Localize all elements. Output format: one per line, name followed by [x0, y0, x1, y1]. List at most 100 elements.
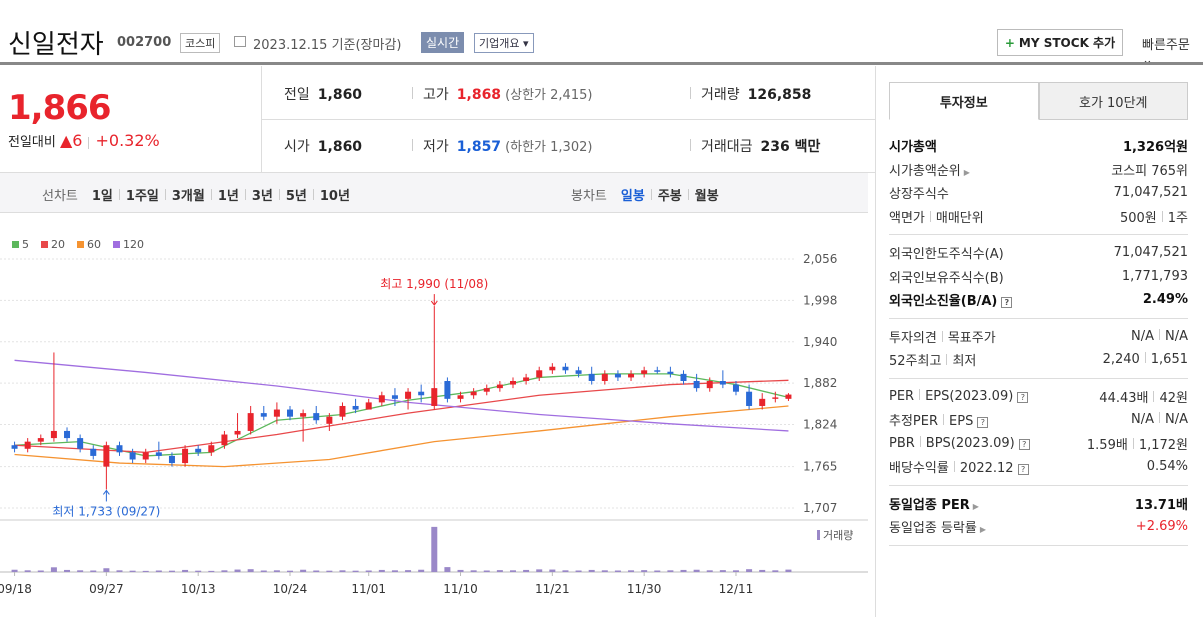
value-part: 71,047,521	[1113, 185, 1188, 201]
volume-bar	[339, 570, 346, 572]
value-part: 1,326억원	[1122, 140, 1188, 156]
help-icon[interactable]: ?	[1017, 464, 1029, 476]
candle-body	[50, 430, 57, 439]
value-part: 1.59배	[1086, 437, 1128, 453]
candle-body	[195, 448, 202, 453]
divider	[690, 139, 691, 151]
period[interactable]: 1년	[217, 189, 239, 204]
candle-body	[588, 373, 595, 382]
volume-bar	[11, 569, 18, 572]
info-value: 2.49%	[1143, 292, 1188, 307]
period[interactable]: 일봉	[620, 189, 645, 204]
candle-body	[129, 452, 136, 460]
divider	[943, 414, 945, 426]
volume-bar	[785, 569, 792, 572]
value-part: 42원	[1159, 390, 1188, 406]
label-part: EPS	[949, 414, 974, 430]
divider	[919, 435, 921, 447]
info-label: 52주최고 최저	[889, 350, 976, 369]
candle-body	[693, 381, 700, 389]
moving-average	[14, 373, 789, 457]
realtime-badge[interactable]: 실시간	[421, 32, 465, 53]
divider	[412, 139, 413, 151]
quick-order[interactable]: 빠른주문 ⌄	[1142, 38, 1190, 68]
help-icon[interactable]: ?	[1001, 297, 1013, 309]
candle-body	[759, 398, 766, 406]
divider	[1159, 412, 1160, 424]
volume-bar	[391, 570, 398, 572]
volume-bar	[418, 569, 425, 572]
y-tick-label: 1,707	[803, 501, 837, 515]
stat-value: 1,860	[317, 87, 363, 103]
stat-value: 126,858	[747, 87, 812, 103]
value-part: 500원	[1119, 210, 1157, 226]
period[interactable]: 1일	[91, 189, 113, 204]
mystock-button[interactable]: + MY STOCK 추가	[997, 29, 1123, 56]
y-tick-label: 1,765	[803, 460, 837, 474]
period[interactable]: 3개월	[171, 189, 205, 204]
legend-swatch	[113, 241, 120, 248]
change-row: 전일대비 ▲6 +0.32%	[8, 131, 160, 150]
label-part: BPS(2023.09)	[925, 435, 1015, 451]
period[interactable]: 1주일	[125, 189, 159, 204]
info-value: 71,047,521	[1114, 185, 1188, 200]
stat-value: 1,860	[317, 139, 363, 155]
help-icon[interactable]: ?	[1017, 391, 1029, 403]
info-label: 액면가 매매단위	[889, 207, 984, 226]
value-part: N/A	[1131, 412, 1154, 428]
line-label: 선차트	[42, 189, 78, 204]
company-info-button[interactable]: 기업개요 ▾	[474, 33, 534, 53]
stat: 전일 1,860	[284, 84, 362, 104]
help-icon[interactable]: ?	[977, 417, 989, 429]
label-part: 동일업종 PER	[889, 497, 970, 513]
volume-bar	[405, 570, 412, 572]
period[interactable]: 3년	[251, 189, 273, 204]
period[interactable]: 주봉	[657, 189, 682, 204]
candle-body	[64, 430, 71, 439]
volume-bar	[706, 570, 713, 572]
info-label: 배당수익률 2022.12?	[889, 457, 1029, 476]
volume-bar	[378, 569, 385, 572]
info-value: 71,047,521	[1114, 245, 1188, 260]
legend-label: 5	[22, 238, 29, 251]
y-tick-label: 2,056	[803, 252, 837, 266]
candle-body	[523, 377, 530, 382]
volume-bar	[470, 570, 477, 572]
divider	[164, 189, 166, 200]
info-group: PER EPS(2023.09)? 44.43배 42원 추정PER EPS? N/A N/A…	[889, 379, 1188, 486]
tab[interactable]: 호가 10단계	[1038, 82, 1188, 120]
period[interactable]: 월봉	[694, 189, 719, 204]
info-row: 배당수익률 2022.12? 0.54%	[889, 455, 1188, 479]
annotation-arrowhead	[102, 489, 110, 495]
volume-bar	[287, 570, 294, 572]
value-part: 1주	[1167, 210, 1188, 226]
x-tick-label: 10/24	[273, 582, 308, 596]
help-icon[interactable]: ?	[1018, 438, 1030, 450]
volume-bar	[103, 568, 110, 572]
tab[interactable]: 투자정보	[889, 82, 1039, 120]
candle-body	[37, 438, 44, 442]
candle-body	[772, 397, 779, 399]
y-tick-label: 1,824	[803, 418, 837, 432]
info-row: 상장주식수 71,047,521	[889, 181, 1188, 205]
candle-body	[378, 395, 385, 403]
period[interactable]: 10년	[319, 189, 350, 204]
x-tick-label: 11/21	[535, 582, 570, 596]
info-row: 시가총액 1,326억원	[889, 134, 1188, 158]
info-value: 1,771,793	[1122, 269, 1188, 284]
info-group: 외국인한도주식수(A) 71,047,521 외국인보유주식수(B) 1,771,79…	[889, 235, 1188, 319]
volume-bar	[732, 570, 739, 572]
volume-bar	[667, 570, 674, 572]
date: 2023.12.15 기준(장마감)	[253, 38, 402, 53]
info-row: 외국인한도주식수(A) 71,047,521	[889, 241, 1188, 265]
period[interactable]: 5년	[285, 189, 307, 204]
value-part: N/A	[1165, 412, 1188, 428]
x-tick-label: 09/18	[0, 582, 32, 596]
label-part: 배당수익률	[889, 461, 949, 477]
candle-body	[483, 388, 490, 392]
label-part: 외국인보유주식수(B)	[889, 270, 1004, 286]
candle-body	[509, 381, 516, 385]
volume-bar	[300, 569, 307, 572]
annotation: 최저 1,733 (09/27)	[52, 504, 160, 518]
stat-label: 시가	[284, 139, 310, 155]
